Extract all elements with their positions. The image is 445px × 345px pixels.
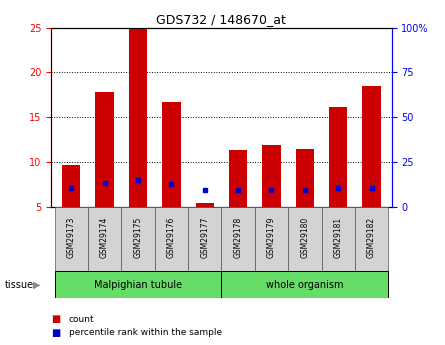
Bar <box>121 207 155 271</box>
Bar <box>222 207 255 271</box>
Text: GSM29173: GSM29173 <box>67 217 76 258</box>
Text: GSM29175: GSM29175 <box>134 217 142 258</box>
Text: GSM29180: GSM29180 <box>300 217 309 258</box>
Bar <box>195 203 214 207</box>
Bar <box>55 271 222 298</box>
Text: GSM29182: GSM29182 <box>367 217 376 258</box>
Bar <box>229 150 247 207</box>
Text: GSM29178: GSM29178 <box>234 217 243 258</box>
Bar <box>355 207 388 271</box>
Bar <box>95 92 114 207</box>
Text: Malpighian tubule: Malpighian tubule <box>94 280 182 289</box>
Bar <box>55 207 88 271</box>
Text: GSM29179: GSM29179 <box>267 217 276 258</box>
Text: whole organism: whole organism <box>266 280 344 289</box>
Text: GSM29174: GSM29174 <box>100 217 109 258</box>
Bar <box>362 86 381 207</box>
Bar <box>188 207 222 271</box>
Bar <box>295 149 314 207</box>
Title: GDS732 / 148670_at: GDS732 / 148670_at <box>157 13 286 27</box>
Bar <box>162 102 181 207</box>
Bar <box>62 165 81 207</box>
Text: GSM29177: GSM29177 <box>200 217 209 258</box>
Text: ■: ■ <box>51 328 61 338</box>
Bar <box>288 207 322 271</box>
Text: tissue: tissue <box>4 280 33 289</box>
Bar <box>222 271 388 298</box>
Text: GSM29176: GSM29176 <box>167 217 176 258</box>
Bar <box>155 207 188 271</box>
Bar <box>88 207 121 271</box>
Bar <box>262 145 281 207</box>
Text: GSM29181: GSM29181 <box>334 217 343 258</box>
Bar <box>322 207 355 271</box>
Text: count: count <box>69 315 95 324</box>
Text: ▶: ▶ <box>33 280 41 289</box>
Bar <box>129 28 147 207</box>
Text: ■: ■ <box>51 314 61 324</box>
Bar <box>255 207 288 271</box>
Text: percentile rank within the sample: percentile rank within the sample <box>69 328 222 337</box>
Bar <box>329 107 348 207</box>
